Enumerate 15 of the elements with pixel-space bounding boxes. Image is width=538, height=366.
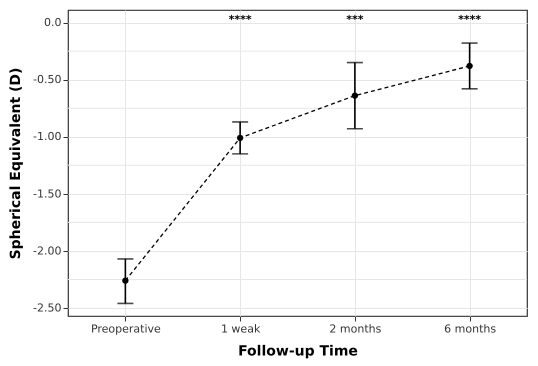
y-tick-label: -2.00: [33, 244, 62, 258]
y-tick-label: -0.50: [33, 73, 62, 86]
x-tick-label: 6 months: [444, 322, 496, 336]
y-axis-title: Spherical Equivalent (D): [8, 68, 24, 260]
y-tick-label: -1.50: [33, 187, 62, 200]
y-tick-label: -1.00: [33, 130, 62, 144]
y-tick-label: 0.0: [44, 16, 62, 30]
x-axis-title: Follow-up Time: [238, 344, 358, 360]
annotation: ****: [228, 13, 252, 26]
x-tick-label: 2 months: [329, 322, 382, 336]
x-tick-label: Preoperative: [90, 322, 162, 336]
x-tick-label: 1 weak: [220, 322, 261, 336]
y-tick-label: -2.50: [33, 302, 62, 315]
annotation: ****: [458, 13, 482, 26]
annotation: ***: [346, 13, 364, 26]
